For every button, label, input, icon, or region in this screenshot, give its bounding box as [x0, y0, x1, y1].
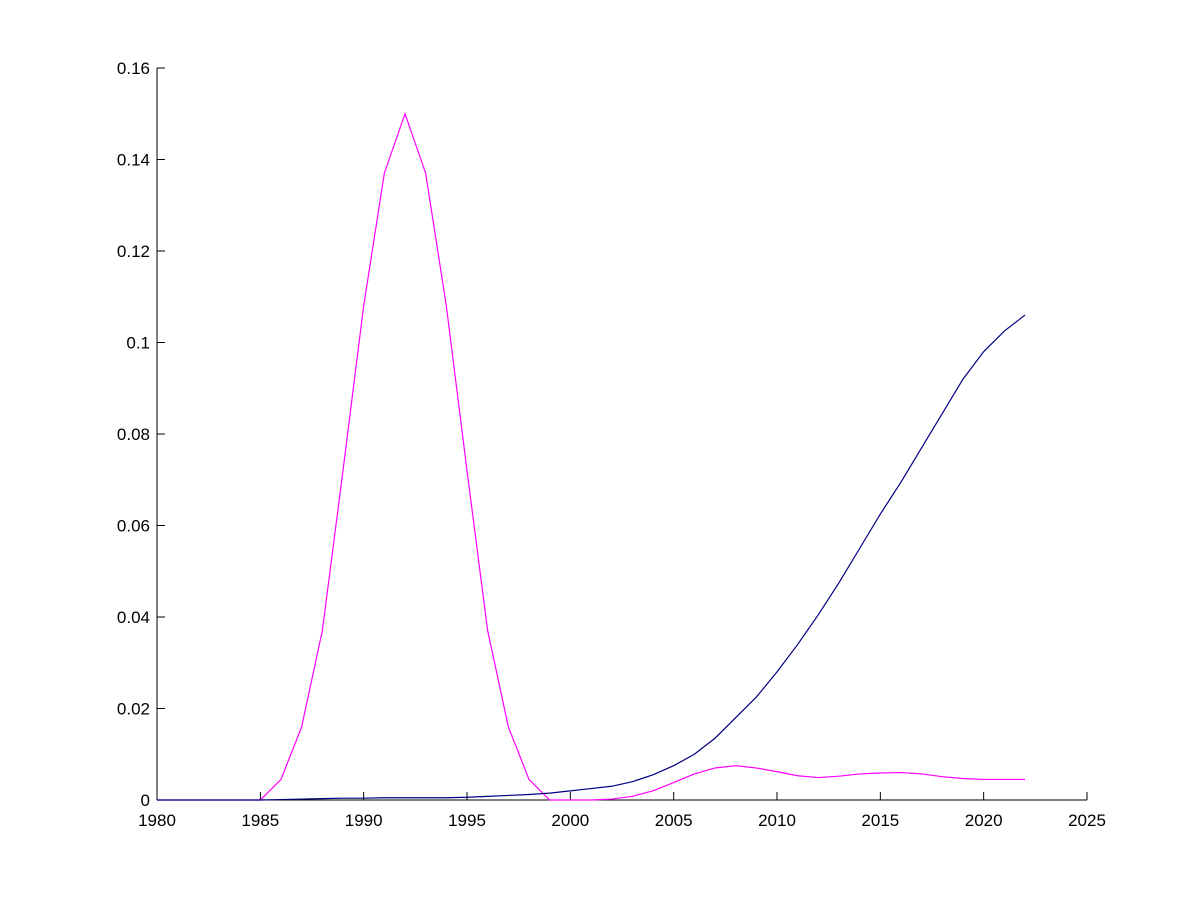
y-tick-label: 0.16 [117, 59, 150, 78]
x-tick-label: 1980 [138, 811, 176, 830]
x-tick-label: 2015 [861, 811, 899, 830]
y-tick-label: 0.06 [117, 517, 150, 536]
y-tick-label: 0.04 [117, 608, 150, 627]
x-tick-label: 2000 [551, 811, 589, 830]
y-tick-label: 0.12 [117, 242, 150, 261]
x-tick-label: 2020 [965, 811, 1003, 830]
x-tick-label: 2010 [758, 811, 796, 830]
series-line [157, 314, 1026, 801]
x-tick-label: 2025 [1068, 811, 1106, 830]
y-tick-label: 0 [141, 791, 150, 810]
y-tick-label: 0.14 [117, 151, 150, 170]
y-tick-label: 0.08 [117, 425, 150, 444]
x-tick-label: 1985 [241, 811, 279, 830]
x-tick-label: 1995 [448, 811, 486, 830]
y-tick-label: 0.02 [117, 700, 150, 719]
x-tick-label: 2005 [655, 811, 693, 830]
x-tick-label: 1990 [345, 811, 383, 830]
series-line [157, 111, 1025, 801]
y-tick-label: 0.1 [126, 334, 150, 353]
